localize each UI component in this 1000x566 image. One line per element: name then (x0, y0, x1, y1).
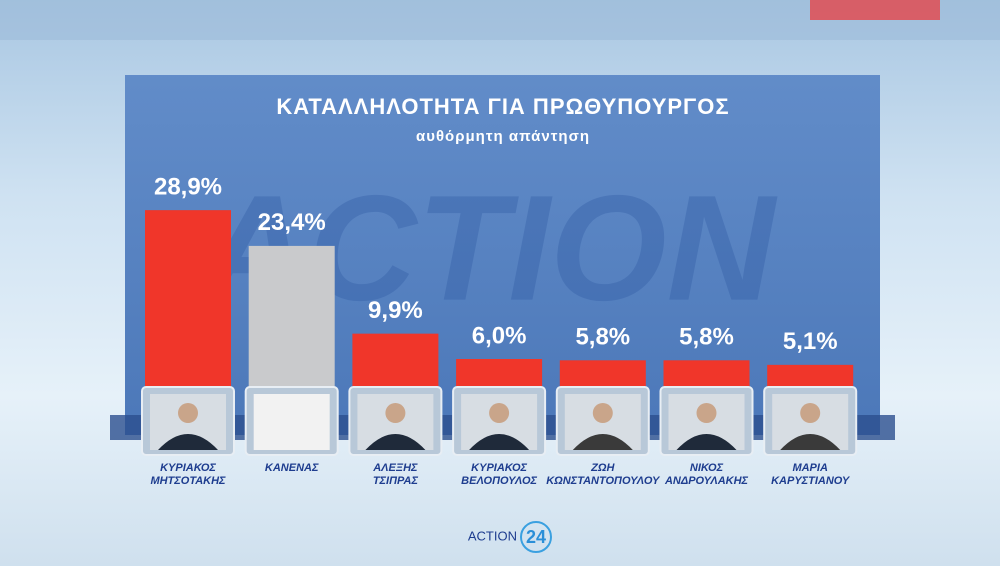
category-label: ΜΑΡΙΑ ΚΑΡΥΣΤΙΑΝΟΥ (771, 462, 850, 487)
logo-number: 24 (526, 527, 546, 547)
category-label: ΝΙΚΟΣ ΑΝΔΡΟΥΛΑΚΗΣ (664, 462, 749, 487)
photo-head (800, 403, 821, 423)
value-label: 6,0% (472, 322, 527, 349)
photo-head (178, 403, 198, 423)
photo-body (780, 434, 841, 450)
category-label: ΑΛΕΞΗΣ ΤΣΙΠΡΑΣ (372, 462, 418, 487)
photo-head (696, 403, 717, 423)
photo (253, 394, 330, 450)
photo-body (158, 434, 218, 450)
value-label: 28,9% (154, 173, 222, 200)
value-label: 5,1% (783, 328, 838, 355)
photo-head (489, 403, 510, 423)
value-label: 5,8% (575, 324, 630, 351)
photo-body (365, 434, 426, 450)
category-label: ΚΑΝΕΝΑΣ (264, 462, 319, 474)
bar (248, 245, 335, 398)
logo-ring (520, 521, 552, 553)
value-label: 5,8% (679, 324, 734, 351)
value-label: 9,9% (368, 297, 423, 324)
chart-title: ΚΑΤΑΛΛΗΛΟΤΗΤΑ ΓΙΑ ΠΡΩΘΥΠΟΥΡΓΟΣ (276, 94, 729, 119)
value-label: 23,4% (258, 209, 326, 236)
category-label: ΖΩΗ ΚΩΝΣΤΑΝΤΟΠΟΥΛΟΥ (546, 462, 660, 487)
category-label: ΚΥΡΙΑΚΟΣ ΜΗΤΣΟΤΑΚΗΣ (150, 462, 226, 487)
logo-text: ACTION (468, 528, 517, 543)
category-label: ΚΥΡΙΑΚΟΣ ΒΕΛΟΠΟΥΛΟΣ (461, 462, 538, 487)
photo-body (676, 434, 737, 450)
photo-head (385, 403, 406, 423)
chart-subtitle: αυθόρμητη απάντηση (416, 128, 590, 145)
bar (145, 210, 231, 398)
photo-body (469, 434, 530, 450)
photo-head (592, 403, 613, 423)
bg-accent (810, 0, 940, 20)
photo-body (572, 434, 633, 450)
